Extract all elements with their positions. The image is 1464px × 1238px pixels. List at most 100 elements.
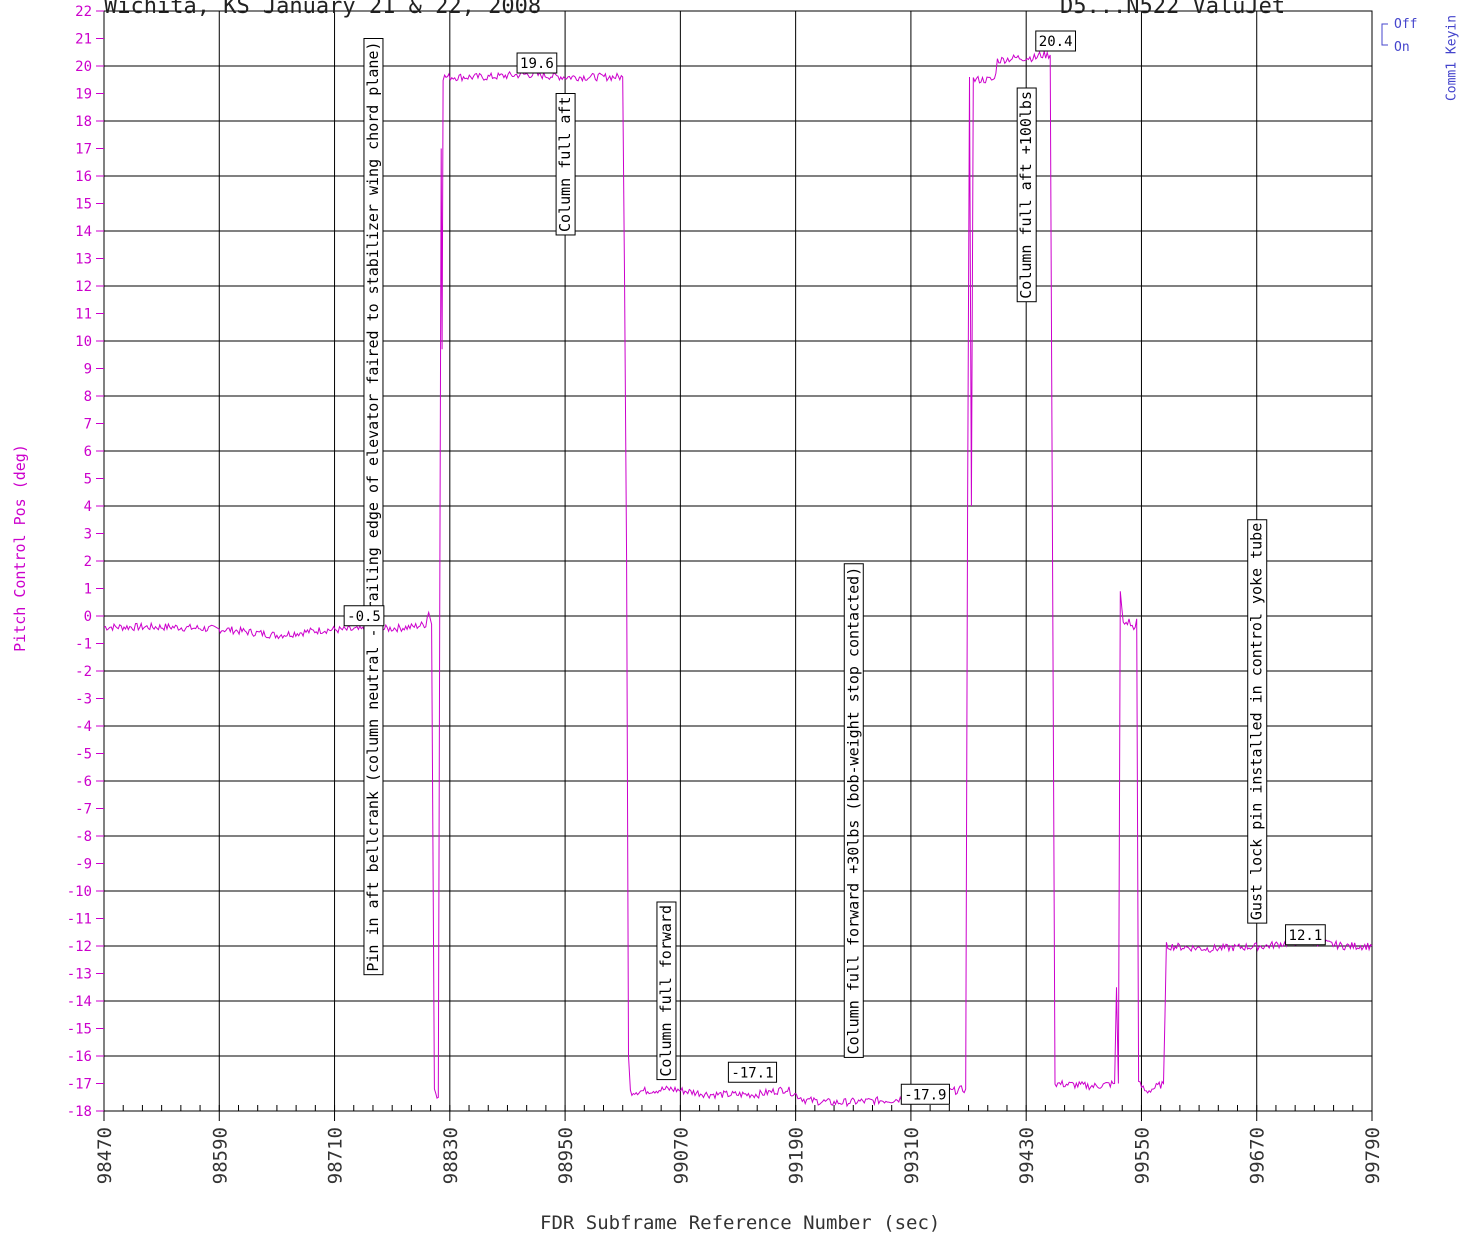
- y-tick-label: 0: [84, 609, 92, 625]
- y-tick-label: -4: [75, 719, 92, 735]
- annotation-box: [656, 901, 677, 1081]
- header-right-title: D5...N522 ValuJet: [1060, 0, 1286, 19]
- annotation-callout: Column full aft +100lbs: [1016, 87, 1037, 303]
- value-label-text: -0.5: [347, 609, 381, 625]
- value-label-box: [1035, 30, 1077, 52]
- header-left-title: Wichita, KS January 21 & 22, 2008: [104, 0, 542, 19]
- annotation-text: Gust lock pin installed in control yoke …: [1248, 523, 1266, 920]
- value-label-text: 20.4: [1039, 34, 1073, 50]
- y-tick-label: 10: [75, 334, 92, 350]
- value-label-text: -17.9: [904, 1087, 946, 1103]
- y-tick-label: -11: [67, 912, 92, 928]
- y-tick-label: -2: [75, 664, 92, 680]
- annotation-text: Column full forward +30lbs (bob-weight s…: [844, 567, 862, 1055]
- y-tick-label: 9: [84, 362, 92, 378]
- annotation-text: Pin in aft bellcrank (column neutral - t…: [364, 42, 382, 972]
- value-label-box: [727, 1061, 778, 1083]
- x-tick-label: 99310: [901, 1127, 923, 1184]
- value-label: -17.1: [727, 1061, 778, 1083]
- right-axis-tick-on: On: [1394, 40, 1410, 55]
- y-tick-label: 20: [75, 59, 92, 75]
- y-tick-label: 17: [75, 142, 92, 158]
- right-axis-tick-off: Off: [1394, 17, 1418, 32]
- right-axis-label: Comm1 Keyin: [1444, 14, 1460, 102]
- x-tick-label: 98950: [555, 1127, 577, 1184]
- x-tick-label: 99790: [1362, 1127, 1384, 1184]
- annotation-box: [1016, 87, 1037, 303]
- y-tick-label: 14: [75, 224, 92, 240]
- value-label: -0.5: [343, 605, 385, 627]
- value-label-box: [900, 1083, 950, 1105]
- annotation-box: [1247, 519, 1268, 924]
- annotation-callout: Column full forward +30lbs (bob-weight s…: [843, 563, 864, 1058]
- y-tick-label: -1: [75, 637, 92, 653]
- annotation-callout: Column full forward: [656, 901, 677, 1081]
- x-tick-label: 99190: [786, 1127, 808, 1184]
- x-tick-label: 99550: [1131, 1127, 1153, 1184]
- y-tick-label: 19: [75, 87, 92, 103]
- y-tick-label: -7: [75, 802, 92, 818]
- y-tick-label: 16: [75, 169, 92, 185]
- value-label: 20.4: [1035, 30, 1077, 52]
- y-tick-label: 7: [84, 417, 92, 433]
- y-tick-label: -14: [67, 994, 92, 1010]
- comm1-keyin-bracket: [1381, 23, 1388, 46]
- annotation-box: [555, 93, 576, 236]
- value-label: 19.6: [516, 52, 558, 74]
- pitch-control-series: [103, 50, 1373, 1108]
- value-label-box: [343, 605, 385, 627]
- y-tick-label: 15: [75, 197, 92, 213]
- x-tick-label: 98830: [440, 1127, 462, 1184]
- y-tick-label: -15: [67, 1022, 92, 1038]
- x-tick-label: 99430: [1016, 1127, 1038, 1184]
- x-tick-label: 98710: [325, 1127, 347, 1184]
- y-tick-label: 12: [75, 279, 92, 295]
- y-tick-label: 8: [84, 389, 92, 405]
- y-tick-label: 13: [75, 252, 92, 268]
- y-tick-label: -8: [75, 829, 92, 845]
- annotation-box: [843, 563, 864, 1058]
- value-label-box: [1285, 924, 1326, 946]
- y-tick-label: -10: [67, 884, 92, 900]
- y-tick-label: 6: [84, 444, 92, 460]
- y-tick-label: 11: [75, 307, 92, 323]
- y-tick-label: -18: [67, 1104, 92, 1120]
- y-tick-label: 4: [84, 499, 92, 515]
- y-tick-label: -12: [67, 939, 92, 955]
- annotation-text: Column full aft: [556, 97, 574, 232]
- x-tick-label: 99670: [1247, 1127, 1269, 1184]
- annotation-callout: Column full aft: [555, 93, 576, 236]
- y-tick-label: -9: [75, 857, 92, 873]
- y-tick-label: -17: [67, 1077, 92, 1093]
- y-tick-label: 3: [84, 527, 92, 543]
- y-tick-label: 1: [84, 582, 92, 598]
- y-tick-label: 21: [75, 32, 92, 48]
- annotation-box: [363, 38, 384, 976]
- value-label-text: 19.6: [520, 56, 554, 72]
- y-tick-label: 22: [75, 4, 92, 20]
- value-label-text: 12.1: [1289, 928, 1323, 944]
- annotation-callout: Pin in aft bellcrank (column neutral - t…: [363, 38, 384, 976]
- y-tick-label: -13: [67, 967, 92, 983]
- value-label: 12.1: [1285, 924, 1326, 946]
- y-tick-label: -16: [67, 1049, 92, 1065]
- value-label-box: [516, 52, 558, 74]
- annotation-callout: Gust lock pin installed in control yoke …: [1247, 519, 1268, 924]
- y-tick-label: -3: [75, 692, 92, 708]
- x-tick-label: 98470: [94, 1127, 116, 1184]
- y-tick-label: -5: [75, 747, 92, 763]
- x-tick-label: 98590: [209, 1127, 231, 1184]
- x-axis-label: FDR Subframe Reference Number (sec): [540, 1212, 941, 1234]
- annotation-text: Column full aft +100lbs: [1017, 91, 1035, 299]
- y-tick-label: -6: [75, 774, 92, 790]
- value-label: -17.9: [900, 1083, 950, 1105]
- value-label-text: -17.1: [731, 1065, 773, 1081]
- y-tick-label: 5: [84, 472, 92, 488]
- y-tick-label: 2: [84, 554, 92, 570]
- x-tick-label: 99070: [670, 1127, 692, 1184]
- y-tick-label: 18: [75, 114, 92, 130]
- annotation-text: Column full forward: [657, 905, 675, 1077]
- y-axis-label: Pitch Control Pos (deg): [11, 444, 29, 652]
